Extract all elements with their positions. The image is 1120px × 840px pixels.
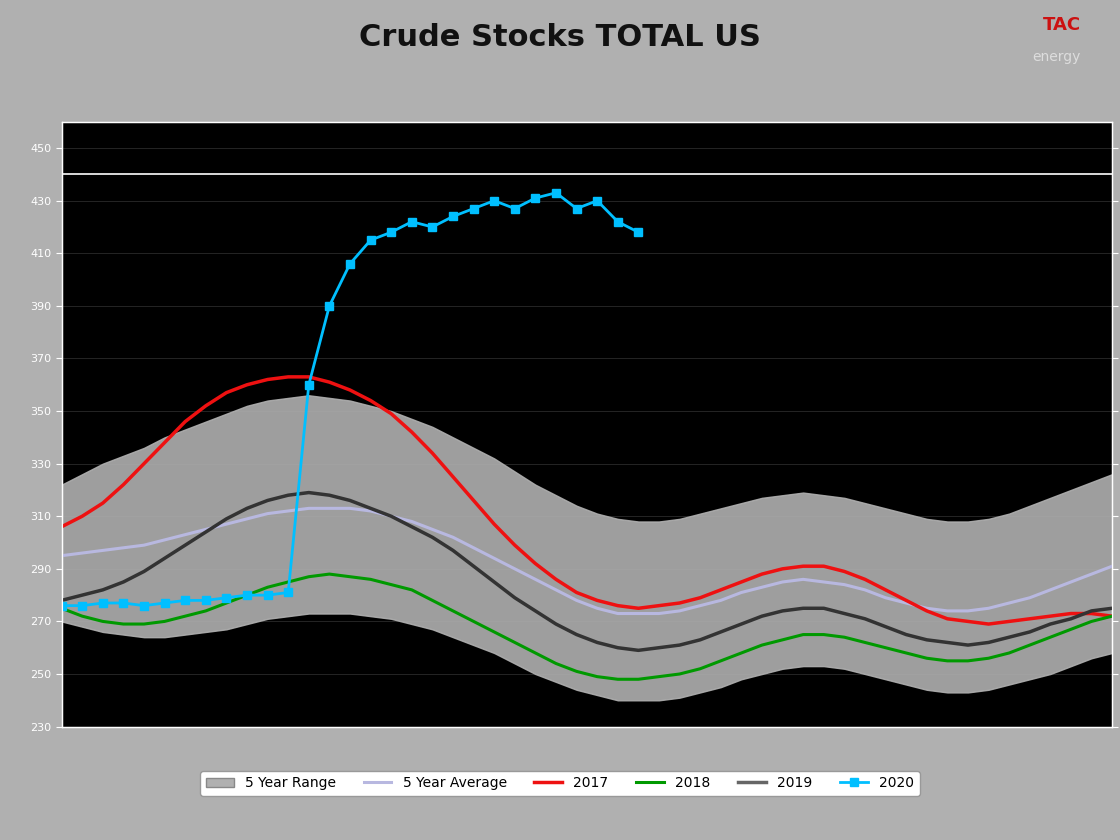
Legend: 5 Year Range, 5 Year Average, 2017, 2018, 2019, 2020: 5 Year Range, 5 Year Average, 2017, 2018… [200,771,920,795]
Text: Crude Stocks TOTAL US: Crude Stocks TOTAL US [360,23,760,51]
Text: energy: energy [1033,50,1081,65]
Text: TAC: TAC [1043,16,1081,34]
